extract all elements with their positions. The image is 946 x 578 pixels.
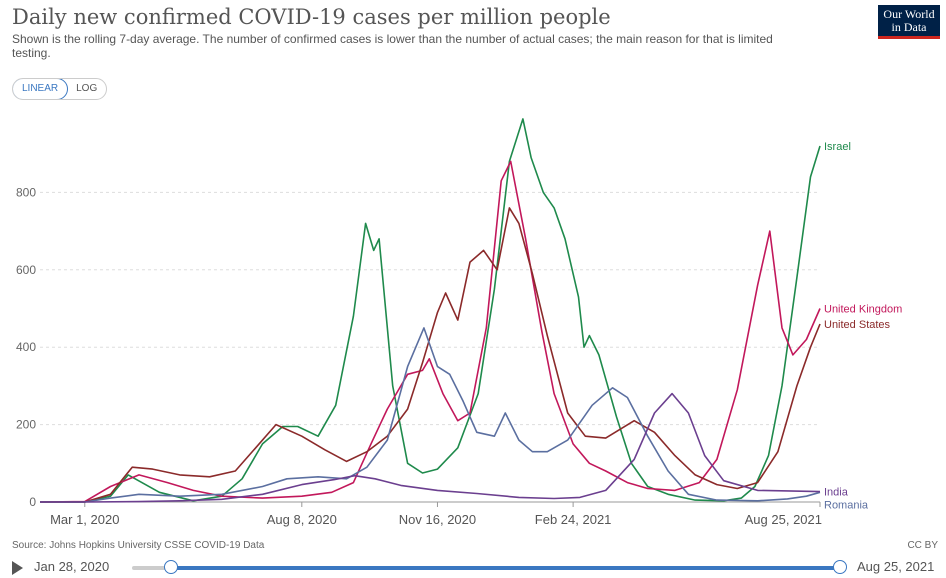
scale-toggle: LINEAR LOG (12, 78, 108, 100)
x-tick-label: Mar 1, 2020 (50, 512, 119, 527)
series-label-india: India (824, 487, 849, 499)
chart-subtitle: Shown is the rolling 7-day average. The … (12, 32, 773, 60)
x-tick-label: Nov 16, 2020 (399, 512, 476, 527)
timeline-range (171, 566, 840, 570)
play-icon[interactable] (12, 561, 23, 575)
y-axis: 0 200 400 600 800 (16, 185, 36, 509)
timeline-start-label: Jan 28, 2020 (34, 559, 110, 574)
timeline-start-handle[interactable] (164, 560, 178, 574)
series-label-united-kingdom: United Kingdom (824, 304, 902, 316)
owid-logo[interactable]: Our World in Data (878, 5, 940, 39)
logo-line-1: Our World (883, 7, 935, 21)
series-line-united-states (40, 207, 821, 503)
chart-title: Daily new confirmed COVID-19 cases per m… (12, 5, 611, 29)
series-label-israel: Israel (824, 141, 851, 153)
y-tick-label: 0 (29, 495, 36, 509)
y-tick-label: 200 (16, 418, 36, 432)
series-labels: Israel United Kingdom United States IndiaRo… (824, 141, 902, 512)
timeline-end-label: Aug 25, 2021 (857, 559, 935, 574)
x-axis: Mar 1, 2020 Aug 8, 2020 Nov 16, 2020 Feb 24… (50, 502, 822, 527)
series-label-united-states: United States (824, 319, 891, 331)
timeline-end-handle[interactable] (833, 560, 847, 574)
logo-bar (878, 36, 940, 39)
license-link[interactable]: CC BY (907, 540, 938, 551)
series-line-romania (40, 327, 821, 503)
x-tick-label: Feb 24, 2021 (535, 512, 612, 527)
y-tick-label: 600 (16, 263, 36, 277)
y-tick-label: 400 (16, 340, 36, 354)
series-label-romania: Romania (824, 500, 869, 512)
source-note[interactable]: Source: Johns Hopkins University CSSE CO… (12, 540, 265, 551)
timeline: Jan 28, 2020 Aug 25, 2021 (0, 555, 946, 578)
series-line-india (40, 392, 821, 503)
line-chart: 0 200 400 600 800 Mar 1, 2020 Aug 8, 2020 Nov … (16, 118, 902, 527)
log-button[interactable]: LOG (76, 83, 98, 94)
x-tick-label: Aug 8, 2020 (267, 512, 337, 527)
logo-line-2: in Data (891, 20, 927, 34)
y-tick-label: 800 (16, 185, 36, 199)
series-lines (39, 118, 821, 503)
x-tick-label: Aug 25, 2021 (745, 512, 822, 527)
linear-button[interactable]: LINEAR (13, 79, 69, 99)
series-line-israel (40, 118, 821, 503)
